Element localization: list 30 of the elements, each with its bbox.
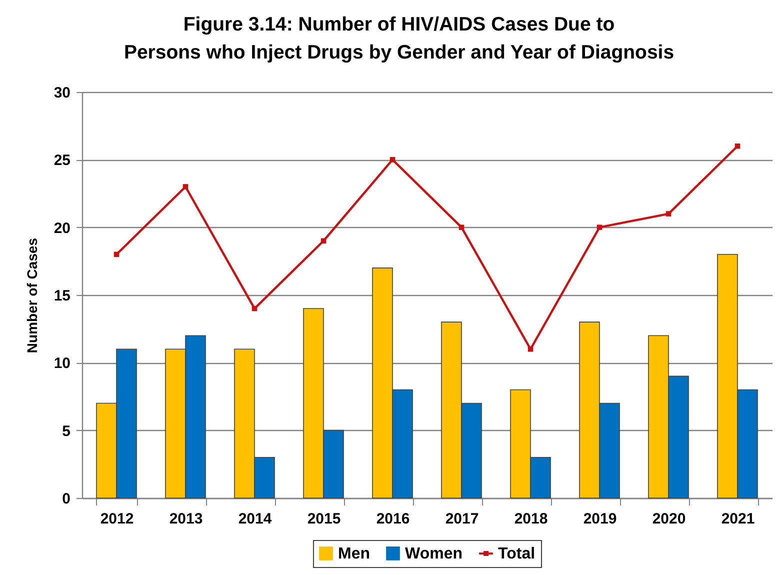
x-tick-label: 2012 bbox=[100, 510, 134, 528]
y-tick-label: 25 bbox=[54, 152, 70, 170]
y-tick-label: 20 bbox=[54, 220, 70, 237]
x-tick-label: 2018 bbox=[514, 510, 548, 528]
point bbox=[390, 157, 396, 162]
y-tick-label: 5 bbox=[62, 422, 70, 440]
x-tick-label: 2014 bbox=[238, 510, 272, 528]
x-tick-label: 2017 bbox=[445, 510, 479, 528]
point bbox=[734, 143, 740, 149]
point bbox=[320, 238, 326, 244]
y-tick-label: 10 bbox=[54, 355, 70, 372]
point bbox=[182, 184, 188, 190]
legend-label: Total bbox=[498, 546, 536, 562]
y-tick-label: 0 bbox=[62, 490, 70, 508]
y-axis-title: Number of Cases bbox=[24, 238, 40, 354]
x-tick-label: 2016 bbox=[376, 510, 410, 528]
x-tick-label: 2013 bbox=[169, 510, 203, 528]
x-tick-label: 2019 bbox=[583, 510, 617, 528]
legend-label: Women bbox=[405, 545, 462, 562]
point bbox=[666, 211, 672, 216]
point bbox=[458, 224, 464, 230]
x-tick-label: 2015 bbox=[307, 510, 341, 528]
y-tick-label: 30 bbox=[54, 84, 70, 102]
chart-title: Figure 3.14: Number of HIV/AIDS Cases Due to Persons who Inject Drugs by Gender and Year of Diagnosis bbox=[124, 14, 674, 64]
x-tick-label: 2020 bbox=[652, 510, 686, 528]
y-tick-label: 15 bbox=[54, 288, 70, 304]
legend-label: Men bbox=[338, 545, 370, 562]
point bbox=[528, 346, 534, 352]
x-tick-label: 2021 bbox=[721, 510, 755, 528]
point bbox=[596, 224, 602, 230]
